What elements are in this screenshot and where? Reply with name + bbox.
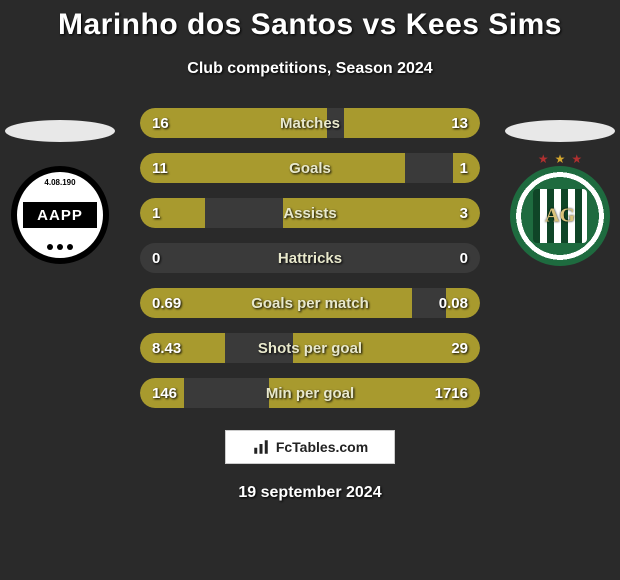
stat-value-left: 1 xyxy=(152,205,160,222)
chart-icon xyxy=(252,438,270,456)
stat-value-right: 1716 xyxy=(435,385,468,402)
stat-value-left: 11 xyxy=(152,160,168,177)
stat-row: 8.43 29 Shots per goal xyxy=(140,333,480,363)
stat-value-left: 146 xyxy=(152,385,177,402)
stat-row: 16 13 Matches xyxy=(140,108,480,138)
stat-value-left: 0 xyxy=(152,250,160,267)
fctables-label: FcTables.com xyxy=(276,439,368,455)
team-left-block: 4.08.190 AAPP xyxy=(0,120,120,264)
team-left-logo[interactable]: 4.08.190 AAPP xyxy=(11,166,109,264)
subtitle: Club competitions, Season 2024 xyxy=(0,60,620,78)
stat-label: Goals xyxy=(289,160,331,177)
team-right-ellipse xyxy=(505,120,615,142)
stat-value-right: 0.08 xyxy=(439,295,468,312)
team-left-logo-dots xyxy=(47,244,73,250)
date-text: 19 september 2024 xyxy=(0,484,620,502)
stat-value-right: 29 xyxy=(451,340,468,357)
stat-label: Matches xyxy=(280,115,340,132)
team-left-logo-top: 4.08.190 xyxy=(44,178,75,187)
stat-row: 1 3 Assists xyxy=(140,198,480,228)
stat-row: 0.69 0.08 Goals per match xyxy=(140,288,480,318)
stat-value-right: 1 xyxy=(460,160,468,177)
stat-value-left: 16 xyxy=(152,115,169,132)
team-left-ellipse xyxy=(5,120,115,142)
stat-label: Assists xyxy=(283,205,336,222)
team-right-logo-stars: ★★★ xyxy=(538,152,582,166)
stat-row: 0 0 Hattricks xyxy=(140,243,480,273)
team-right-logo[interactable]: ★★★ AG xyxy=(510,166,610,266)
stat-label: Goals per match xyxy=(251,295,369,312)
stat-value-right: 13 xyxy=(451,115,468,132)
team-right-logo-text: AG xyxy=(545,205,575,228)
team-left-logo-text: AAPP xyxy=(23,202,97,228)
stat-label: Min per goal xyxy=(266,385,354,402)
team-right-block: ★★★ AG xyxy=(500,120,620,266)
stat-row: 146 1716 Min per goal xyxy=(140,378,480,408)
stat-value-left: 8.43 xyxy=(152,340,181,357)
stat-fill-left xyxy=(140,153,405,183)
stat-value-right: 3 xyxy=(460,205,468,222)
stat-value-right: 0 xyxy=(460,250,468,267)
stat-value-left: 0.69 xyxy=(152,295,181,312)
stat-label: Hattricks xyxy=(278,250,342,267)
stat-label: Shots per goal xyxy=(258,340,362,357)
page-title: Marinho dos Santos vs Kees Sims xyxy=(0,0,620,42)
fctables-badge[interactable]: FcTables.com xyxy=(225,430,395,464)
stat-fill-left xyxy=(140,198,205,228)
stat-row: 111Goals xyxy=(140,153,480,183)
